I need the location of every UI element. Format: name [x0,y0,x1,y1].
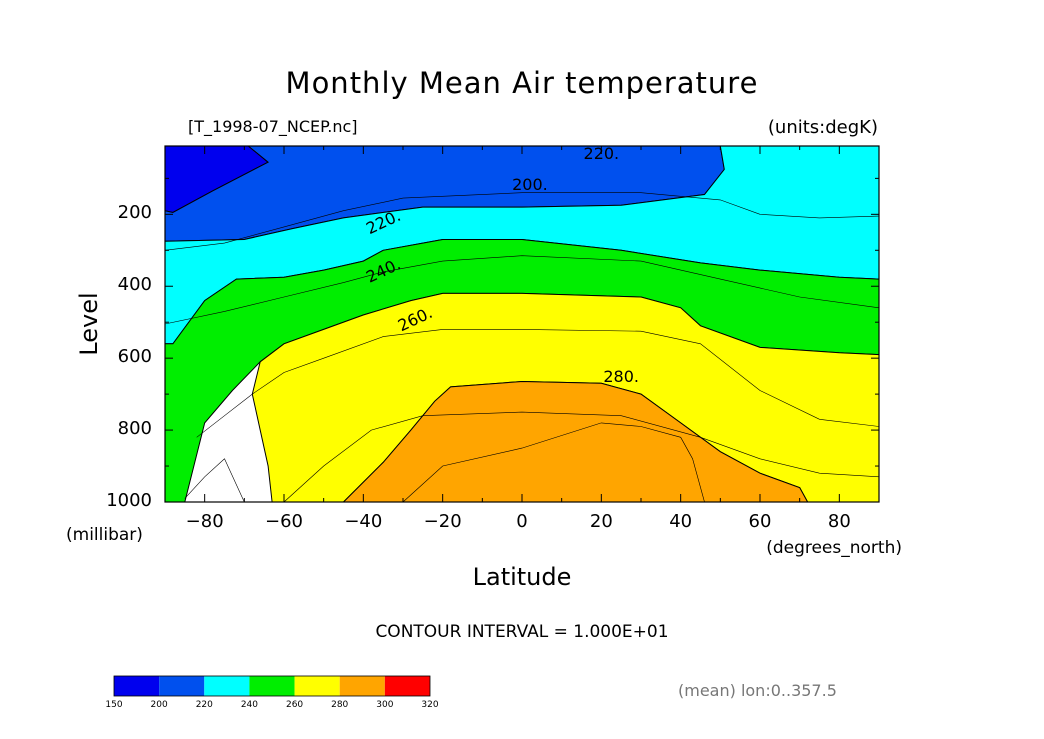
colorbar-tick-label: 260 [285,700,304,710]
contour-line-2 [196,329,880,438]
units-label: (units:degK) [767,117,878,138]
x-axis-title: Latitude [472,563,572,591]
colorbar-swatch-5 [339,676,385,696]
colorbar-tick-label: 280 [331,700,349,710]
mean-note: (mean) lon:0..357.5 [678,681,837,700]
contour-label-5: 280. [603,367,639,386]
colorbar-swatch-2 [204,676,250,696]
plot-frame [164,145,880,503]
x-tick-label: 40 [669,511,693,532]
contour-line-4 [283,411,880,503]
x-axis-unit: (degrees_north) [766,538,902,558]
x-tick-label: 20 [589,511,613,532]
contour-line-0 [164,192,880,251]
contour-band-3-0 [164,239,880,503]
y-tick-label: 200 [117,202,152,224]
file-label: [T_1998-07_NCEP.nc] [188,117,358,136]
colorbar-tick-label: 220 [195,700,213,710]
colorbar-swatch-1 [159,676,205,696]
contour-line-3 [184,458,245,503]
x-tick-label: −80 [185,511,224,532]
colorbar-swatch-3 [249,676,295,696]
x-tick-label: −40 [344,511,383,532]
contour-band-2-0 [164,145,880,345]
y-tick-label: 600 [117,346,152,368]
colorbar-tick-label: 150 [105,700,123,710]
contour-label-1: 200. [512,175,548,194]
contour-label-4: 260. [395,303,435,335]
contour-band-4-0 [251,292,880,503]
colorbar-tick-label: 240 [240,700,259,710]
chart-title: Monthly Mean Air temperature [285,66,759,100]
x-tick-label: −20 [423,511,462,532]
contour-label-0: 220. [584,144,620,163]
colorbar-swatch-6 [384,676,430,696]
contour-interval-note: CONTOUR INTERVAL = 1.000E+01 [375,622,669,642]
y-axis-unit: (millibar) [66,525,143,545]
contour-line-1 [164,255,880,325]
colorbar-tick-label: 200 [150,700,168,710]
colorbar-swatch-0 [114,676,160,696]
colorbar-tick-label: 300 [376,700,394,710]
y-tick-label: 800 [117,418,152,440]
colorbar-tick-label: 320 [421,700,439,710]
colorbar-frame [113,675,431,697]
contour-line-5 [402,422,705,503]
contour-label-3: 240. [363,254,403,286]
x-tick-label: 60 [748,511,772,532]
contour-label-2: 220. [363,206,403,238]
x-tick-label: −60 [265,511,303,532]
contour-band-0-0 [164,145,270,214]
x-tick-label: 80 [827,511,851,532]
colorbar-swatch-4 [294,676,340,696]
x-tick-label: 0 [516,511,528,532]
contour-band-1-0 [164,145,725,242]
y-tick-label: 400 [117,274,152,296]
contour-band-5-0 [342,380,809,503]
contour-band-0-1 [395,175,622,187]
y-tick-label: 1000 [106,490,152,511]
